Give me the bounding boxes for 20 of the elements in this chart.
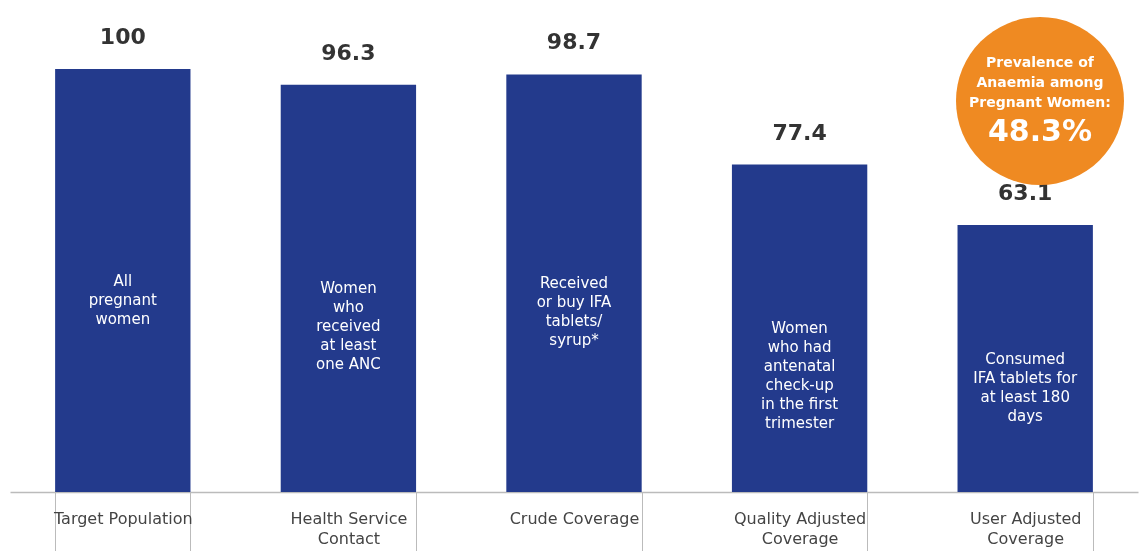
- x-tick-label: Crude Coverage: [509, 508, 640, 528]
- bar: [731, 164, 868, 492]
- data-label: 98.7: [546, 29, 602, 55]
- data-label: 77.4: [772, 119, 827, 145]
- x-tick-label: Target Population: [52, 508, 193, 528]
- bar: [280, 84, 417, 492]
- annotation: Women who received at least one ANC: [316, 279, 381, 374]
- data-label: 96.3: [321, 39, 376, 65]
- x-tick-label: Quality Adjusted Coverage: [733, 508, 867, 548]
- annotation: Women who had antenatal check-up in the first trimester: [761, 319, 839, 433]
- annotation: Received or buy IFA tablets/ syrup*: [536, 274, 613, 350]
- bar: [55, 69, 191, 492]
- bar: [506, 74, 642, 492]
- x-tick-label: Health Service Contact: [290, 508, 408, 548]
- x-tick-label: User Adjusted Coverage: [969, 508, 1082, 548]
- annotation: Consumed IFA tablets for at least 180 days: [973, 349, 1078, 425]
- data-label: 100: [99, 24, 146, 49]
- annotation: All pregnant women: [88, 271, 158, 328]
- annotation: Prevalence of Anaemia among Pregnant Women: 48.3%: [969, 53, 1111, 150]
- bar: [957, 225, 1093, 492]
